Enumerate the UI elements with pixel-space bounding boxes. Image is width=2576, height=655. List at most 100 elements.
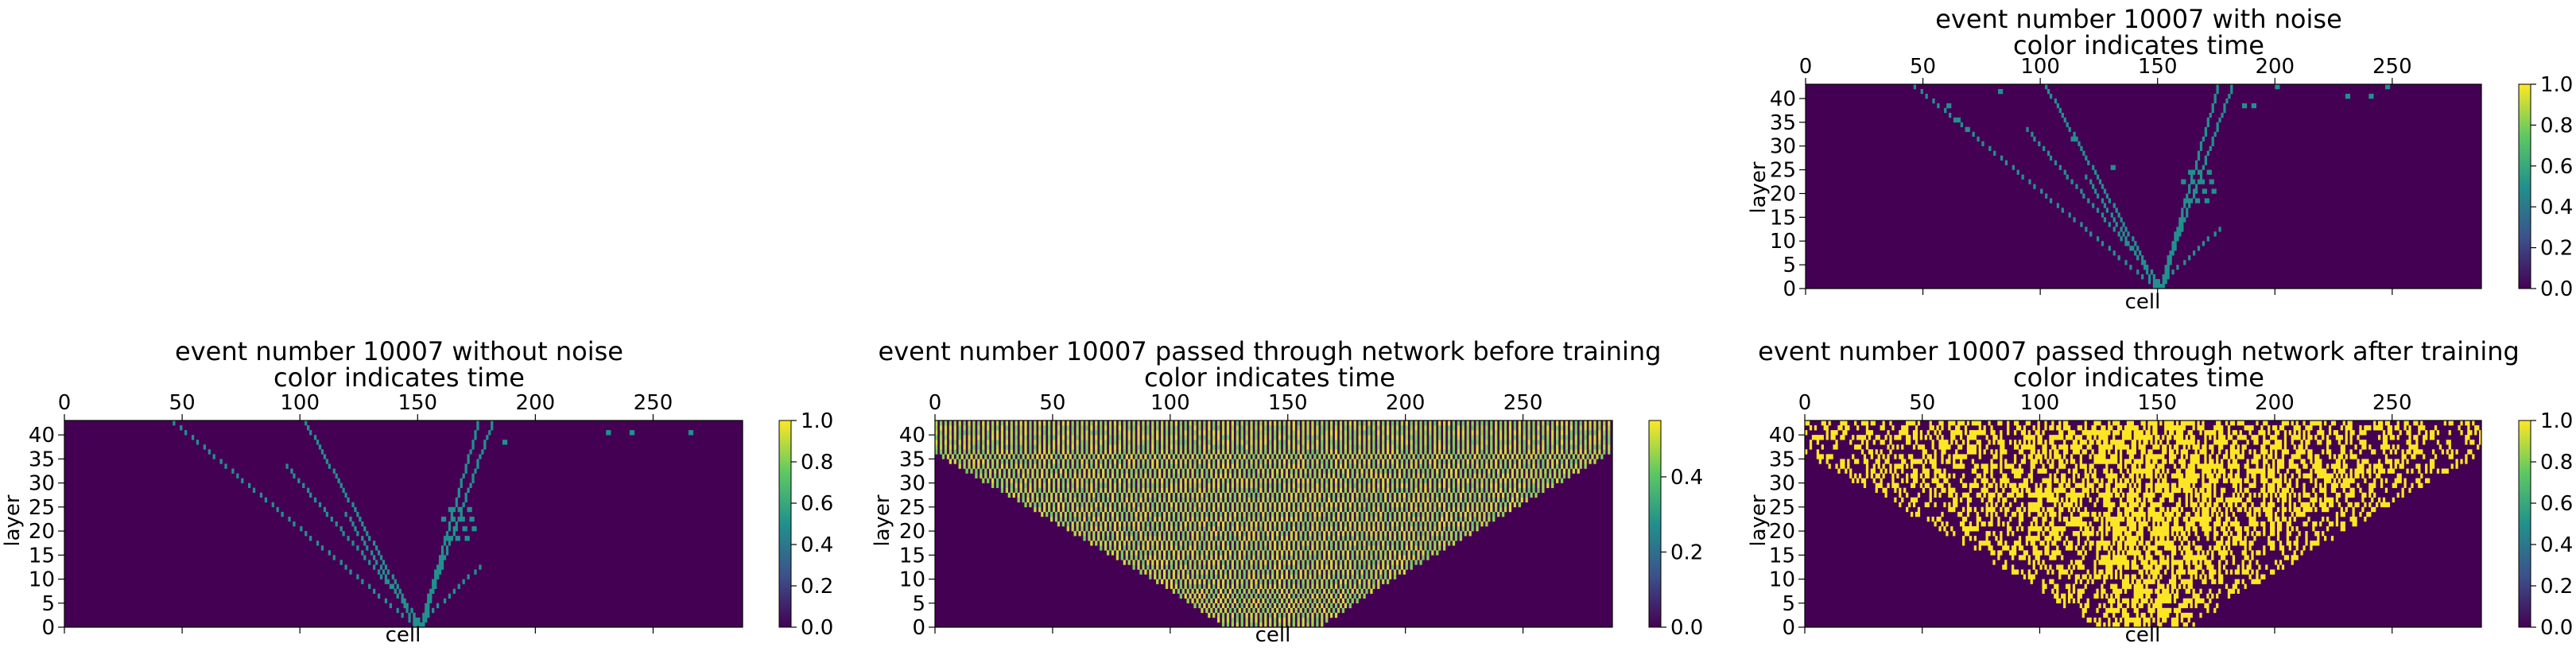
heatmap-cell bbox=[436, 564, 440, 570]
heatmap-cell bbox=[1574, 421, 1577, 426]
heatmap-cell bbox=[2136, 269, 2140, 275]
heatmap-cell bbox=[1158, 531, 1162, 537]
heatmap-cell bbox=[1360, 454, 1364, 459]
heatmap-cell bbox=[457, 536, 460, 541]
x-tick-label: 0 bbox=[929, 391, 942, 415]
heatmap-cell bbox=[344, 492, 347, 498]
heatmap-cell bbox=[1245, 560, 1248, 565]
heatmap-cell bbox=[1341, 497, 1345, 503]
heatmap-cell bbox=[417, 617, 421, 623]
heatmap-cell bbox=[2211, 593, 2214, 599]
heatmap-cell bbox=[958, 449, 961, 455]
heatmap-cell bbox=[1414, 487, 1418, 493]
heatmap-cell bbox=[1297, 483, 1300, 488]
heatmap-cell bbox=[982, 478, 985, 483]
heatmap-cell bbox=[1363, 545, 1366, 551]
heatmap-cell bbox=[1501, 473, 1505, 479]
heatmap-cell bbox=[1348, 545, 1352, 551]
heatmap-cell bbox=[1457, 435, 1461, 440]
heatmap-cell bbox=[1511, 492, 1515, 498]
heatmap-cell bbox=[1330, 430, 1333, 436]
heatmap-cell bbox=[1422, 516, 1425, 522]
heatmap-cell bbox=[1297, 612, 1300, 618]
heatmap-cell bbox=[1471, 478, 1474, 483]
heatmap-cell bbox=[1292, 579, 1295, 584]
heatmap-cell bbox=[1515, 492, 1519, 498]
heatmap-cell bbox=[1461, 430, 1465, 436]
heatmap-cell bbox=[1520, 473, 1523, 479]
heatmap-cell bbox=[2098, 622, 2101, 628]
heatmap-cell bbox=[1379, 492, 1383, 498]
heatmap-cell bbox=[2230, 88, 2233, 95]
heatmap-cell bbox=[1348, 564, 1352, 570]
heatmap-cell bbox=[1410, 564, 1413, 570]
heatmap-cell bbox=[443, 536, 447, 541]
heatmap-cell bbox=[1271, 531, 1274, 537]
heatmap-cell bbox=[1449, 468, 1453, 474]
heatmap-cell bbox=[1224, 574, 1228, 579]
heatmap-cell bbox=[1057, 502, 1061, 508]
heatmap-cell bbox=[1267, 531, 1270, 537]
heatmap-cell bbox=[1382, 487, 1385, 493]
heatmap-cell bbox=[1106, 468, 1110, 474]
heatmap-cell bbox=[1269, 506, 1272, 513]
heatmap-cell bbox=[1278, 521, 1282, 527]
heatmap-cell bbox=[1287, 593, 1291, 599]
heatmap-cell bbox=[1527, 440, 1530, 445]
heatmap-cell bbox=[1551, 425, 1554, 431]
heatmap-cell bbox=[1278, 526, 1282, 532]
heatmap-cell bbox=[1212, 425, 1216, 431]
heatmap-cell bbox=[1388, 473, 1392, 479]
heatmap-cell bbox=[1106, 550, 1110, 556]
heatmap-cell bbox=[1544, 468, 1547, 474]
heatmap-cell bbox=[1431, 497, 1434, 503]
heatmap-cell bbox=[1424, 421, 1427, 426]
heatmap-cell bbox=[452, 531, 456, 537]
heatmap-cell bbox=[1297, 459, 1300, 464]
heatmap-cell bbox=[379, 555, 383, 560]
heatmap-cell bbox=[1165, 521, 1169, 527]
heatmap-cell bbox=[2127, 241, 2130, 246]
heatmap-cell bbox=[1306, 521, 1309, 527]
heatmap-cell bbox=[944, 430, 948, 436]
heatmap-cell bbox=[356, 545, 359, 551]
heatmap-cell bbox=[1240, 612, 1243, 618]
heatmap-cell bbox=[1422, 454, 1425, 459]
heatmap-cell bbox=[2103, 188, 2107, 194]
heatmap-cell bbox=[1461, 487, 1465, 493]
heatmap-cell bbox=[1424, 506, 1427, 513]
heatmap-cell bbox=[1236, 603, 1239, 609]
heatmap-cell bbox=[2119, 617, 2123, 623]
heatmap-cell bbox=[688, 430, 692, 436]
heatmap-cell bbox=[2186, 198, 2189, 203]
heatmap-cell bbox=[1480, 435, 1484, 440]
heatmap-cell bbox=[2150, 612, 2153, 618]
heatmap-cell bbox=[1177, 516, 1180, 522]
heatmap-cell bbox=[1422, 511, 1425, 517]
heatmap-cell bbox=[1414, 545, 1418, 551]
heatmap-cell bbox=[1316, 463, 1319, 469]
heatmap-cell bbox=[1379, 536, 1383, 541]
heatmap-cell bbox=[448, 541, 452, 546]
heatmap-cell bbox=[1332, 550, 1336, 556]
heatmap-cell bbox=[1172, 468, 1176, 474]
heatmap-cell bbox=[1177, 473, 1180, 479]
heatmap-cell bbox=[1208, 483, 1211, 488]
heatmap-cell bbox=[1231, 430, 1235, 436]
heatmap-cell bbox=[2204, 188, 2207, 194]
heatmap-cell bbox=[1560, 425, 1564, 431]
heatmap-cell bbox=[1275, 574, 1279, 579]
heatmap-cell bbox=[1149, 574, 1152, 579]
heatmap-cell bbox=[1170, 545, 1174, 551]
heatmap-cell bbox=[1325, 603, 1329, 609]
heatmap-cell bbox=[1069, 468, 1072, 474]
heatmap-cell bbox=[1318, 550, 1321, 556]
heatmap-cell bbox=[1424, 430, 1427, 436]
heatmap-cell bbox=[1179, 483, 1182, 488]
heatmap-cell bbox=[1174, 449, 1178, 455]
heatmap-cell bbox=[1245, 617, 1248, 623]
heatmap-cell bbox=[1108, 449, 1112, 455]
heatmap-cell bbox=[1278, 579, 1282, 584]
heatmap-cell bbox=[1271, 550, 1274, 556]
heatmap-cell bbox=[1259, 564, 1263, 570]
